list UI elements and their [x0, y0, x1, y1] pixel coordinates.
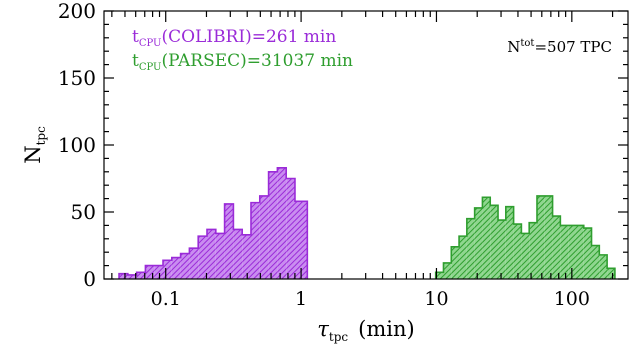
x-tick-label: 10 [424, 288, 448, 310]
bar-colibri-2 [136, 272, 146, 279]
bar-parsec-15 [552, 216, 561, 279]
y-tick-label: 0 [83, 267, 96, 291]
y-tick-label: 150 [58, 66, 96, 90]
bar-colibri-10 [207, 229, 216, 279]
bar-colibri-12 [224, 203, 234, 279]
legend-colibri: tCPU(COLIBRI)=261 min [132, 27, 336, 49]
bar-colibri-14 [242, 234, 251, 279]
bar-colibri-11 [215, 233, 225, 279]
axis-ticks: 0 50 100 150 200 0.1 1 10 100 [58, 0, 628, 310]
bar-colibri-0 [119, 273, 128, 279]
bar-parsec-19 [583, 228, 592, 279]
x-tick-label: 100 [554, 288, 590, 310]
bar-colibri-5 [163, 260, 172, 279]
bar-parsec-18 [575, 225, 584, 279]
bar-colibri-18 [277, 167, 287, 279]
bar-parsec-1 [443, 262, 452, 279]
bar-colibri-6 [171, 257, 181, 279]
x-tick-label: 0.1 [151, 288, 181, 310]
series-parsec-bars [434, 195, 616, 279]
y-axis-label: Ntpc [21, 126, 48, 164]
x-axis-label-sub: tpc [329, 330, 349, 344]
total-annotation: Ntot=507 TPC [507, 38, 612, 56]
bar-parsec-7 [490, 205, 499, 279]
bar-parsec-10 [513, 224, 522, 279]
bar-parsec-11 [521, 233, 530, 279]
bar-parsec-22 [607, 268, 615, 279]
bar-parsec-21 [599, 254, 608, 279]
legend-colibri-rest: (COLIBRI)=261 min [161, 27, 336, 47]
series-colibri-bars [118, 166, 309, 279]
legend-parsec-rest: (PARSEC)=31037 min [161, 51, 353, 71]
bar-parsec-14 [544, 195, 553, 279]
bar-parsec-6 [482, 197, 491, 279]
bar-colibri-8 [189, 248, 199, 279]
bar-colibri-4 [154, 265, 164, 279]
y-tick-label: 200 [58, 0, 96, 23]
bar-parsec-4 [466, 218, 475, 279]
total-annotation-sup: tot [520, 38, 534, 49]
total-annotation-main: N [507, 38, 520, 56]
bar-colibri-3 [145, 265, 155, 279]
bar-parsec-13 [536, 195, 545, 279]
legend-colibri-main: t [132, 27, 139, 47]
x-tick-label: 1 [295, 288, 307, 310]
bar-colibri-20 [294, 201, 308, 279]
bar-parsec-20 [591, 245, 600, 279]
bar-colibri-7 [180, 253, 190, 279]
bar-parsec-5 [474, 207, 483, 279]
bar-colibri-16 [259, 195, 269, 279]
plot-frame [103, 10, 629, 280]
legend-parsec-main: t [132, 51, 139, 71]
bar-parsec-2 [451, 246, 460, 279]
bar-colibri-1 [127, 274, 137, 279]
outline-colibri [118, 166, 309, 279]
legend-colibri-sub: CPU [139, 38, 162, 49]
x-axis-label: τtpc (min) [317, 317, 414, 344]
legend-parsec-sub: CPU [139, 62, 162, 73]
bar-colibri-19 [286, 178, 295, 279]
y-axis-label-sub: tpc [34, 126, 48, 146]
bar-parsec-9 [505, 206, 514, 279]
bar-colibri-15 [250, 202, 260, 279]
y-tick-label: 100 [58, 133, 96, 157]
bar-parsec-0 [435, 272, 444, 279]
bar-colibri-17 [268, 171, 278, 279]
bar-parsec-17 [568, 225, 576, 279]
y-tick-label: 50 [71, 200, 96, 224]
x-axis-label-unit: (min) [358, 317, 415, 341]
bar-parsec-3 [459, 236, 467, 279]
outline-parsec [434, 195, 616, 279]
bar-parsec-16 [560, 225, 569, 279]
bar-parsec-12 [529, 222, 537, 279]
total-annotation-rest: =507 TPC [534, 38, 612, 56]
x-axis-label-main: τ [317, 317, 329, 341]
legend-parsec: tCPU(PARSEC)=31037 min [132, 51, 353, 73]
y-axis-label-main: N [21, 145, 45, 163]
bar-colibri-13 [233, 229, 243, 279]
bar-colibri-9 [198, 236, 207, 279]
bar-parsec-8 [498, 220, 506, 279]
